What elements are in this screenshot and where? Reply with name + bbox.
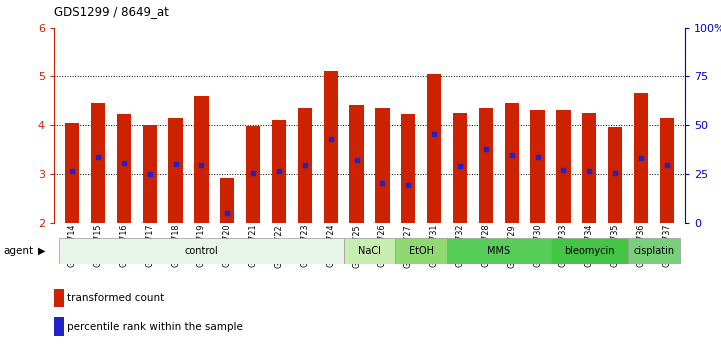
Text: cisplatin: cisplatin bbox=[633, 246, 674, 256]
Point bbox=[195, 162, 207, 168]
Bar bbox=[54, 289, 63, 307]
Bar bbox=[505, 103, 519, 223]
Bar bbox=[608, 128, 622, 223]
Point bbox=[609, 170, 621, 176]
Bar bbox=[298, 108, 312, 223]
Text: transformed count: transformed count bbox=[67, 293, 164, 303]
Text: NaCl: NaCl bbox=[358, 246, 381, 256]
Bar bbox=[169, 118, 182, 223]
Point bbox=[325, 136, 337, 141]
Point bbox=[480, 147, 492, 152]
Bar bbox=[117, 114, 131, 223]
Point bbox=[428, 131, 440, 137]
Text: agent: agent bbox=[4, 246, 34, 256]
Bar bbox=[427, 74, 441, 223]
Bar bbox=[65, 122, 79, 223]
Bar bbox=[453, 113, 467, 223]
Bar bbox=[54, 317, 63, 336]
Bar bbox=[479, 108, 493, 223]
Point bbox=[376, 180, 388, 185]
Bar bbox=[557, 110, 570, 223]
Point bbox=[144, 171, 156, 177]
Point bbox=[454, 164, 466, 169]
Bar bbox=[634, 93, 648, 223]
Bar bbox=[447, 238, 551, 264]
Text: percentile rank within the sample: percentile rank within the sample bbox=[67, 322, 243, 332]
Point bbox=[351, 157, 363, 163]
Bar bbox=[401, 114, 415, 223]
Bar bbox=[246, 126, 260, 223]
Text: MMS: MMS bbox=[487, 246, 510, 256]
Text: control: control bbox=[185, 246, 218, 256]
Bar bbox=[344, 238, 395, 264]
Point bbox=[247, 170, 259, 176]
Bar bbox=[531, 110, 544, 223]
Bar bbox=[376, 108, 389, 223]
Bar bbox=[350, 105, 363, 223]
Point bbox=[273, 169, 285, 174]
Point bbox=[583, 169, 595, 174]
Bar bbox=[582, 113, 596, 223]
Point bbox=[170, 161, 182, 167]
Bar bbox=[272, 120, 286, 223]
Bar bbox=[91, 103, 105, 223]
Text: ▶: ▶ bbox=[38, 246, 45, 256]
Point bbox=[506, 152, 518, 158]
Point bbox=[532, 154, 544, 159]
Bar bbox=[551, 238, 628, 264]
Point bbox=[661, 162, 673, 168]
Point bbox=[557, 167, 569, 172]
Bar bbox=[395, 238, 447, 264]
Point bbox=[221, 210, 233, 216]
Bar bbox=[143, 125, 157, 223]
Point bbox=[402, 182, 414, 187]
Bar bbox=[660, 118, 674, 223]
Text: bleomycin: bleomycin bbox=[564, 246, 614, 256]
Bar bbox=[195, 96, 208, 223]
Point bbox=[118, 160, 130, 166]
Point bbox=[66, 169, 78, 174]
Text: EtOH: EtOH bbox=[409, 246, 434, 256]
Bar bbox=[628, 238, 680, 264]
Bar bbox=[324, 71, 338, 223]
Point bbox=[92, 154, 104, 159]
Bar bbox=[59, 238, 344, 264]
Point bbox=[299, 162, 311, 168]
Point bbox=[635, 156, 647, 161]
Text: GDS1299 / 8649_at: GDS1299 / 8649_at bbox=[54, 5, 169, 18]
Bar bbox=[220, 178, 234, 223]
